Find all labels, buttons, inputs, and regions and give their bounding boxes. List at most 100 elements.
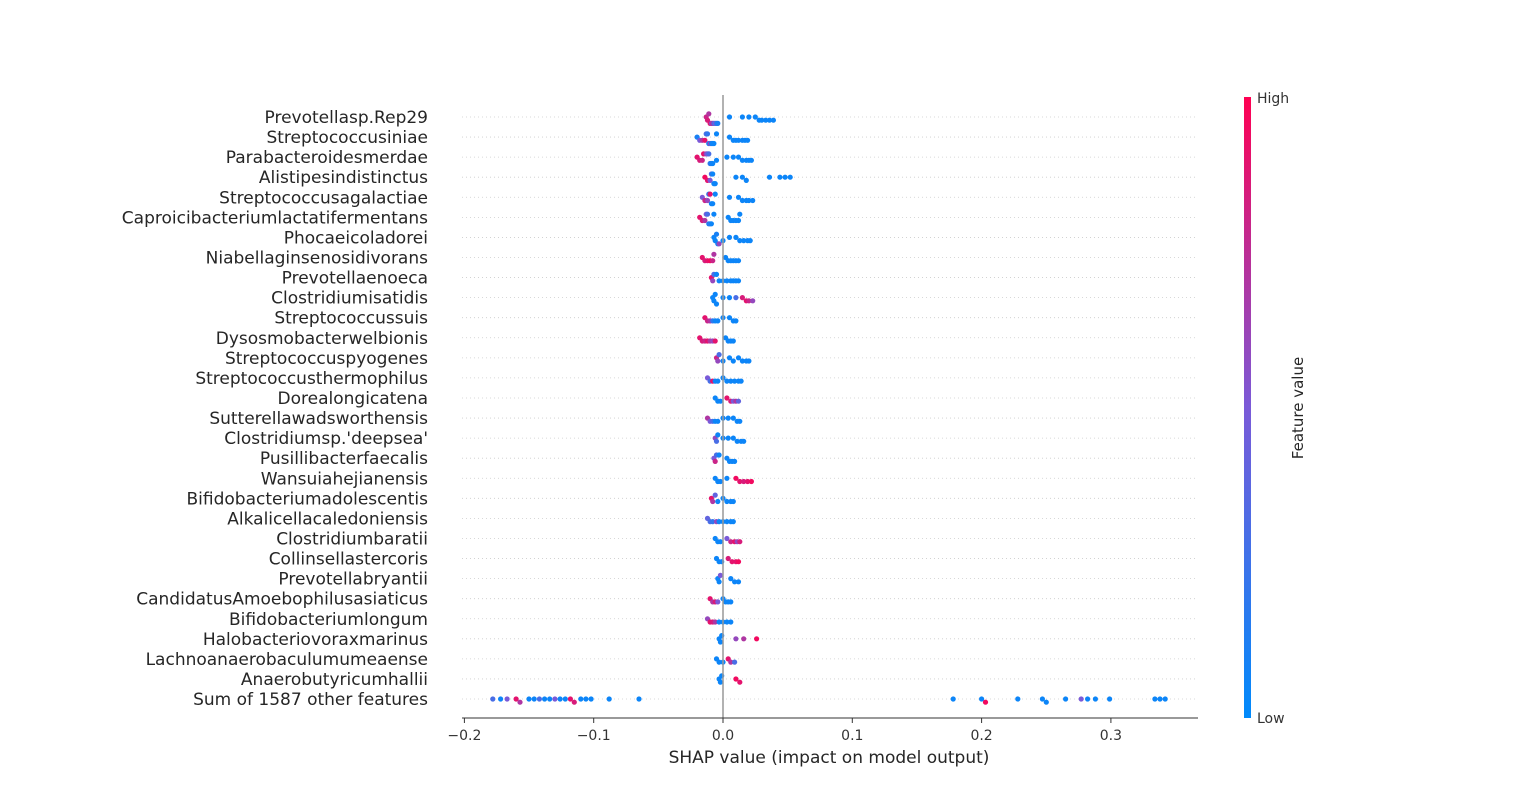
shap-point — [706, 151, 712, 157]
shap-point — [517, 699, 523, 705]
feature-label: Prevotellabryantii — [278, 570, 428, 590]
shap-point — [730, 338, 736, 344]
shap-point — [737, 238, 743, 244]
shap-point — [732, 458, 738, 464]
shap-point — [715, 432, 721, 438]
shap-point — [1157, 696, 1163, 702]
colorbar-title: Feature value — [1289, 357, 1307, 459]
shap-point — [552, 696, 558, 702]
shap-point — [746, 197, 752, 204]
shap-point — [728, 599, 734, 605]
shap-point — [739, 358, 746, 364]
shap-point — [712, 458, 718, 464]
shap-point — [728, 619, 734, 625]
shap-point — [706, 111, 712, 117]
shap-points — [490, 111, 1168, 705]
shap-point — [735, 217, 742, 224]
shap-point — [739, 197, 746, 204]
shap-point — [745, 478, 751, 485]
shap-point — [571, 699, 577, 705]
shap-point — [707, 177, 713, 183]
shap-point — [531, 696, 537, 702]
shap-point — [724, 278, 730, 284]
shap-point — [1043, 699, 1049, 705]
x-tick-label: −0.2 — [447, 728, 481, 744]
shap-point — [716, 659, 722, 665]
shap-point — [979, 696, 985, 702]
x-axis-title: SHAP value (impact on model output) — [669, 748, 990, 768]
shap-point — [713, 438, 720, 444]
shap-point — [717, 539, 724, 545]
shap-point — [743, 177, 749, 183]
shap-point — [715, 318, 721, 324]
shap-point — [704, 197, 711, 204]
shap-point — [724, 619, 730, 625]
shap-point — [716, 519, 722, 525]
feature-label: Alkalicellacaledoniensis — [227, 509, 428, 529]
colorbar-high-label: High — [1257, 91, 1289, 107]
feature-rows: Prevotellasp.Rep29StreptococcusiniaePara… — [122, 108, 1198, 710]
shap-point — [713, 157, 720, 163]
feature-label: Lachnoanaerobaculumumeaense — [146, 650, 428, 670]
shap-point — [754, 636, 760, 642]
x-tick-label: 0.2 — [970, 728, 992, 744]
shap-point — [737, 539, 743, 545]
shap-point — [724, 395, 730, 401]
colorbar: High Low Feature value — [1244, 91, 1307, 727]
shap-point — [542, 696, 548, 702]
shap-point — [726, 315, 733, 321]
shap-point — [724, 535, 730, 542]
shap-point — [733, 295, 739, 301]
shap-point — [711, 251, 717, 257]
shap-point — [733, 234, 739, 240]
shap-point — [717, 639, 724, 645]
shap-point — [1085, 696, 1091, 702]
shap-point — [715, 358, 721, 364]
shap-point — [735, 194, 742, 200]
shap-point — [724, 475, 730, 481]
shap-point — [725, 555, 731, 562]
shap-point — [712, 338, 718, 344]
shap-point — [739, 157, 746, 163]
colorbar-low-label: Low — [1257, 711, 1285, 727]
shap-point — [730, 358, 736, 364]
shap-point — [746, 358, 752, 364]
x-tick-label: 0.3 — [1100, 728, 1122, 744]
shap-point — [726, 134, 733, 140]
shap-point — [732, 579, 738, 585]
shap-point — [741, 438, 747, 444]
feature-label: CandidatusAmoebophilusasiaticus — [136, 590, 428, 610]
shap-point — [739, 295, 746, 301]
shap-point — [716, 278, 722, 284]
feature-label: Clostridiumisatidis — [271, 289, 428, 309]
shap-point — [739, 114, 746, 120]
shap-point — [741, 636, 747, 642]
shap-point — [748, 157, 755, 163]
shap-point — [728, 539, 734, 545]
feature-label: Streptococcusthermophilus — [195, 369, 428, 389]
shap-point — [729, 559, 735, 565]
feature-label: Niabellaginsenosidivorans — [206, 248, 428, 268]
shap-point — [735, 398, 742, 404]
shap-point — [498, 696, 504, 702]
feature-label: Prevotellasp.Rep29 — [265, 108, 428, 128]
shap-point — [733, 318, 739, 324]
shap-point — [707, 191, 713, 197]
shap-point — [710, 278, 716, 284]
shap-point — [735, 579, 742, 585]
shap-point — [750, 298, 756, 304]
shap-point — [710, 498, 716, 505]
shap-point — [716, 579, 722, 585]
shap-point — [737, 679, 743, 685]
shap-point — [735, 278, 742, 284]
shap-point — [787, 174, 793, 180]
feature-label: Collinsellastercoris — [269, 550, 428, 570]
shap-point — [725, 435, 731, 441]
shap-point — [735, 154, 742, 160]
shap-point — [782, 174, 788, 180]
shap-point — [725, 415, 731, 421]
shap-point — [752, 114, 758, 120]
shap-point — [730, 435, 736, 441]
shap-point — [735, 137, 742, 143]
x-axis: −0.2 −0.1 0.0 0.1 0.2 0.3 SHAP value (impact … — [447, 717, 1198, 768]
